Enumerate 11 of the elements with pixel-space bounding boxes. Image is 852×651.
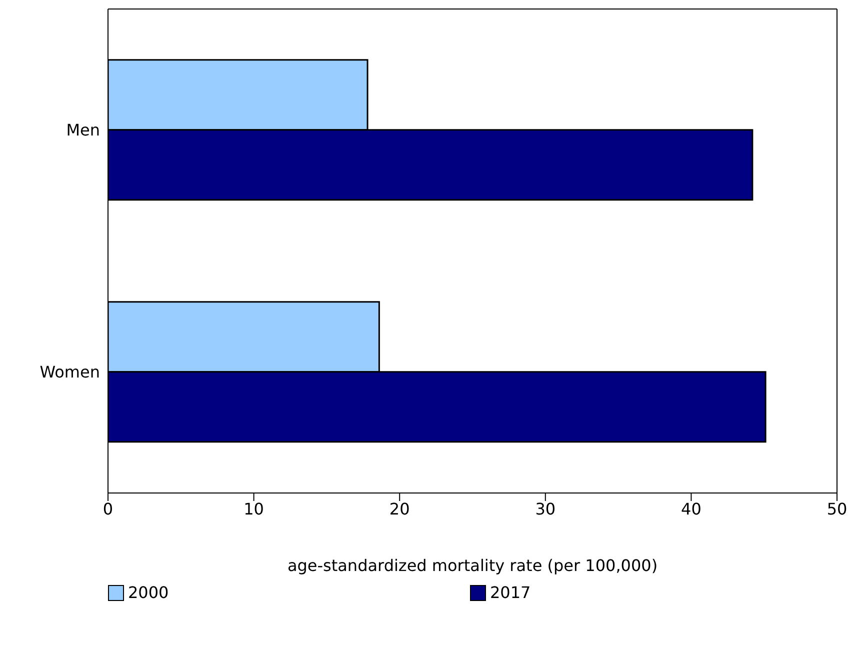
y-tick-label: Men [66,120,100,140]
x-tick-label: 20 [389,499,410,518]
x-tick-label: 0 [102,499,114,518]
legend-label: 2000 [128,583,169,602]
x-tick-label: 50 [826,499,848,518]
y-tick-label: Women [40,362,100,382]
x-axis-title: age-standardized mortality rate (per 100,000) [287,556,658,575]
x-tick-label: 30 [535,499,556,518]
x-tick-label: 10 [244,499,264,518]
x-tick-label: 40 [681,499,702,518]
legend-label: 2017 [490,583,531,602]
